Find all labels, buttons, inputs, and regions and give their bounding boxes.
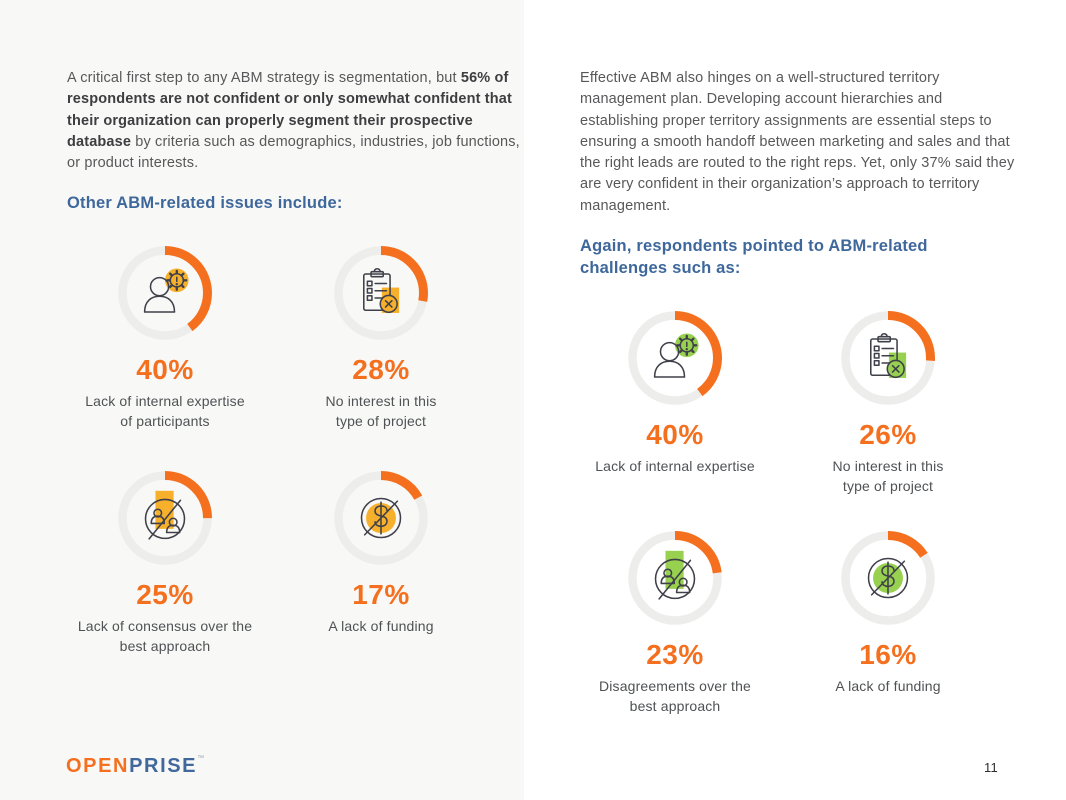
stat-card-no-interest: 28% No interest in this type of project (276, 245, 486, 431)
right-page-panel: Effective ABM also hinges on a well-stru… (524, 0, 1066, 800)
people-slash-icon (144, 490, 186, 540)
stat-card-disagreements: 23% Disagreements over the best approach (570, 530, 780, 716)
intro-text-bold: 56% of respondents are not confident or … (67, 70, 512, 150)
stat-percent: 16% (859, 639, 917, 670)
logo-text-prise: PRISE (129, 755, 198, 777)
donut-gauge (334, 471, 428, 565)
intro-text-post: by criteria such as demographics, indust… (67, 133, 520, 172)
stat-percent: 40% (136, 354, 194, 385)
donut-gauge (628, 531, 722, 625)
stat-card-lack-consensus: 25% Lack of consensus over the best appr… (60, 470, 270, 656)
stat-label: Lack of internal expertise of participan… (85, 393, 245, 429)
people-slash-icon (654, 550, 696, 600)
donut-gauge (118, 471, 212, 565)
person-gear-icon (653, 332, 700, 379)
stat-percent: 28% (352, 354, 410, 385)
donut-gauge (628, 311, 722, 405)
left-page-panel: A critical first step to any ABM strateg… (0, 0, 524, 800)
donut-gauge (841, 531, 935, 625)
stat-label: Lack of consensus over the best approach (77, 618, 253, 654)
person-gear-icon (143, 267, 190, 314)
right-section-heading: Again, respondents pointed to ABM-relate… (580, 237, 928, 277)
stat-label: A lack of funding (835, 678, 941, 694)
logo-text-open: OPEN (66, 755, 130, 777)
right-intro-paragraph: Effective ABM also hinges on a well-stru… (580, 70, 1015, 214)
stat-card-lack-funding: 16% A lack of funding (783, 530, 993, 697)
left-intro-paragraph: A critical first step to any ABM strateg… (67, 68, 529, 174)
dollar-slash-icon (360, 497, 402, 539)
stat-label: No interest in this type of project (325, 393, 437, 429)
donut-gauge (334, 246, 428, 340)
clipboard-x-icon (870, 332, 907, 379)
stat-percent: 23% (646, 639, 704, 670)
clipboard-x-icon (363, 267, 400, 314)
stat-percent: 17% (352, 579, 410, 610)
stat-label: A lack of funding (328, 618, 434, 634)
donut-gauge (841, 311, 935, 405)
stat-card-no-interest: 26% No interest in this type of project (783, 310, 993, 496)
openprise-logo: OPENPRISE™ (66, 755, 204, 778)
donut-gauge (118, 246, 212, 340)
stat-card-lack-expertise: 40% Lack of internal expertise of partic… (60, 245, 270, 431)
dollar-slash-icon (867, 557, 909, 599)
stat-label: No interest in this type of project (832, 458, 944, 494)
stat-card-lack-expertise: 40% Lack of internal expertise (570, 310, 780, 477)
left-section-heading: Other ABM-related issues include: (67, 194, 343, 212)
intro-text-pre: A critical first step to any ABM strateg… (67, 70, 461, 86)
logo-trademark: ™ (197, 755, 205, 762)
stat-label: Lack of internal expertise (595, 458, 755, 474)
page-number: 11 (983, 760, 999, 775)
stat-percent: 26% (859, 419, 917, 450)
stat-label: Disagreements over the best approach (599, 678, 751, 714)
stat-percent: 25% (136, 579, 194, 610)
stat-card-lack-funding: 17% A lack of funding (276, 470, 486, 637)
stat-percent: 40% (646, 419, 704, 450)
